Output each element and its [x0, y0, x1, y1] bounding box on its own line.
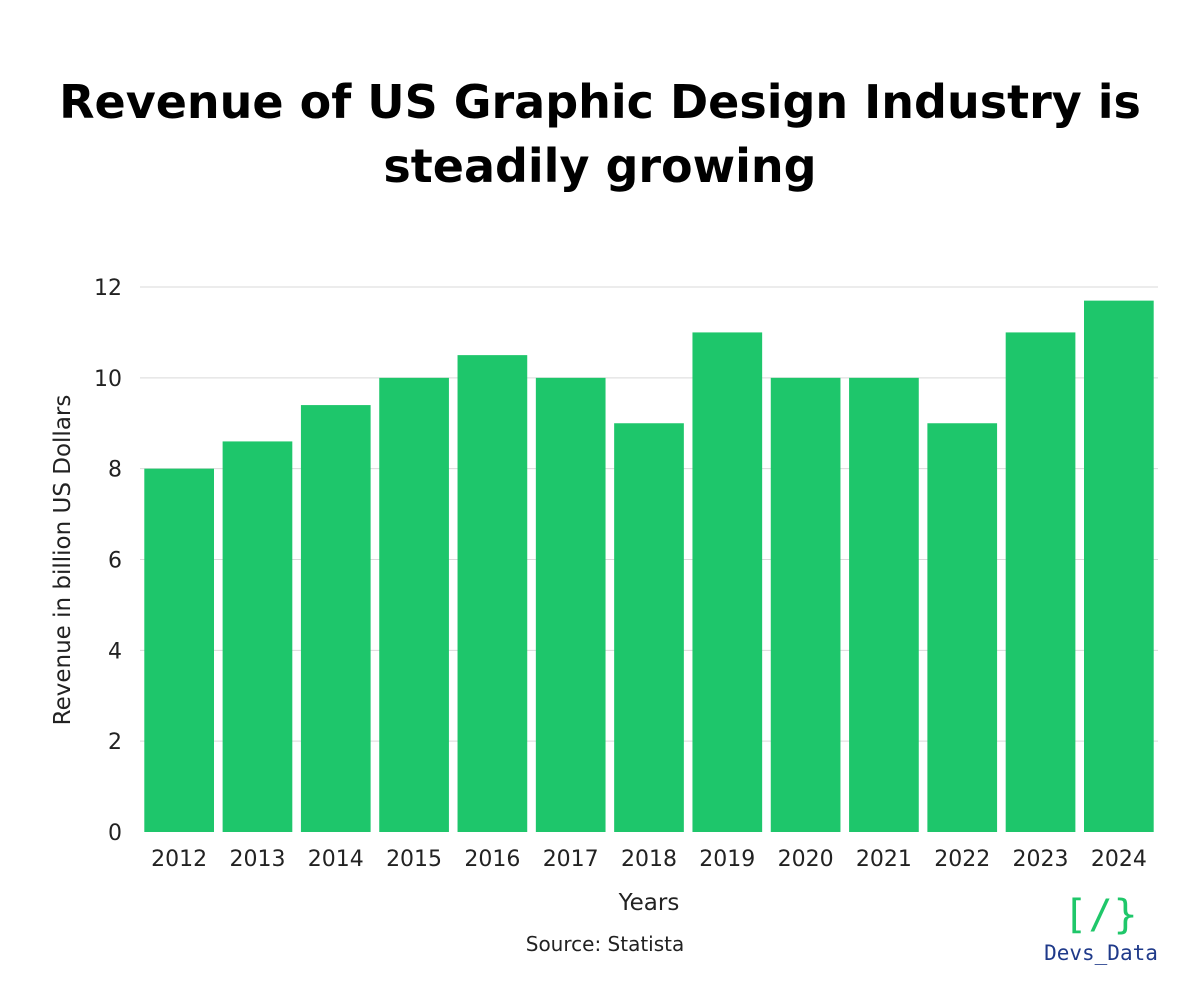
chart-title-line-1: Revenue of US Graphic Design Industry is: [59, 75, 1141, 129]
y-tick-label: 2: [108, 730, 122, 755]
x-tick-label: 2020: [778, 847, 834, 872]
x-axis-label: Years: [618, 890, 680, 916]
bar-2018: [614, 423, 684, 832]
x-tick-label: 2012: [151, 847, 207, 872]
bar-2022: [927, 423, 998, 832]
x-tick-label: 2019: [699, 847, 755, 872]
y-axis-ticks: 0 2 4 6 8 10 12: [94, 276, 122, 846]
y-tick-label: 8: [108, 458, 122, 483]
devs-data-logo: [/} Devs_Data: [1026, 892, 1176, 966]
bar-2012: [144, 468, 215, 832]
code-bracket-icon: [/}: [1063, 892, 1139, 938]
bar-2023: [1005, 332, 1076, 832]
x-tick-label: 2024: [1091, 847, 1147, 872]
x-tick-label: 2016: [464, 847, 520, 872]
bar-2016: [457, 355, 528, 832]
bar-2013: [222, 441, 293, 832]
bar-2020: [770, 377, 841, 832]
source-note: Source: Statista: [525, 932, 685, 956]
chart-title-line-2: steadily growing: [383, 139, 817, 193]
y-tick-label: 4: [108, 639, 122, 664]
bar-2015: [379, 377, 449, 832]
bar-2017: [535, 377, 606, 832]
x-axis-ticks: 2012 2013 2014 2015 2016 2017 2018 2019 2020 2021…: [151, 847, 1147, 872]
x-tick-label: 2023: [1013, 847, 1069, 872]
x-tick-label: 2014: [308, 847, 364, 872]
x-tick-label: 2015: [386, 847, 442, 872]
x-tick-label: 2022: [934, 847, 990, 872]
x-tick-label: 2017: [543, 847, 599, 872]
bar-2021: [849, 377, 919, 832]
x-tick-label: 2021: [856, 847, 912, 872]
bar-2019: [692, 332, 763, 832]
x-tick-label: 2018: [621, 847, 677, 872]
y-tick-label: 6: [108, 549, 122, 574]
y-tick-label: 10: [94, 367, 122, 392]
bar-2024: [1083, 300, 1154, 832]
x-tick-label: 2013: [229, 847, 285, 872]
chart-title: Revenue of US Graphic Design Industry is…: [0, 70, 1200, 198]
bars: [144, 300, 1154, 832]
y-axis-label: Revenue in billion US Dollars: [50, 395, 76, 726]
y-tick-label: 12: [94, 276, 122, 301]
logo-name: Devs_Data: [1044, 941, 1158, 965]
y-tick-label: 0: [108, 821, 122, 846]
bar-2014: [300, 405, 371, 832]
